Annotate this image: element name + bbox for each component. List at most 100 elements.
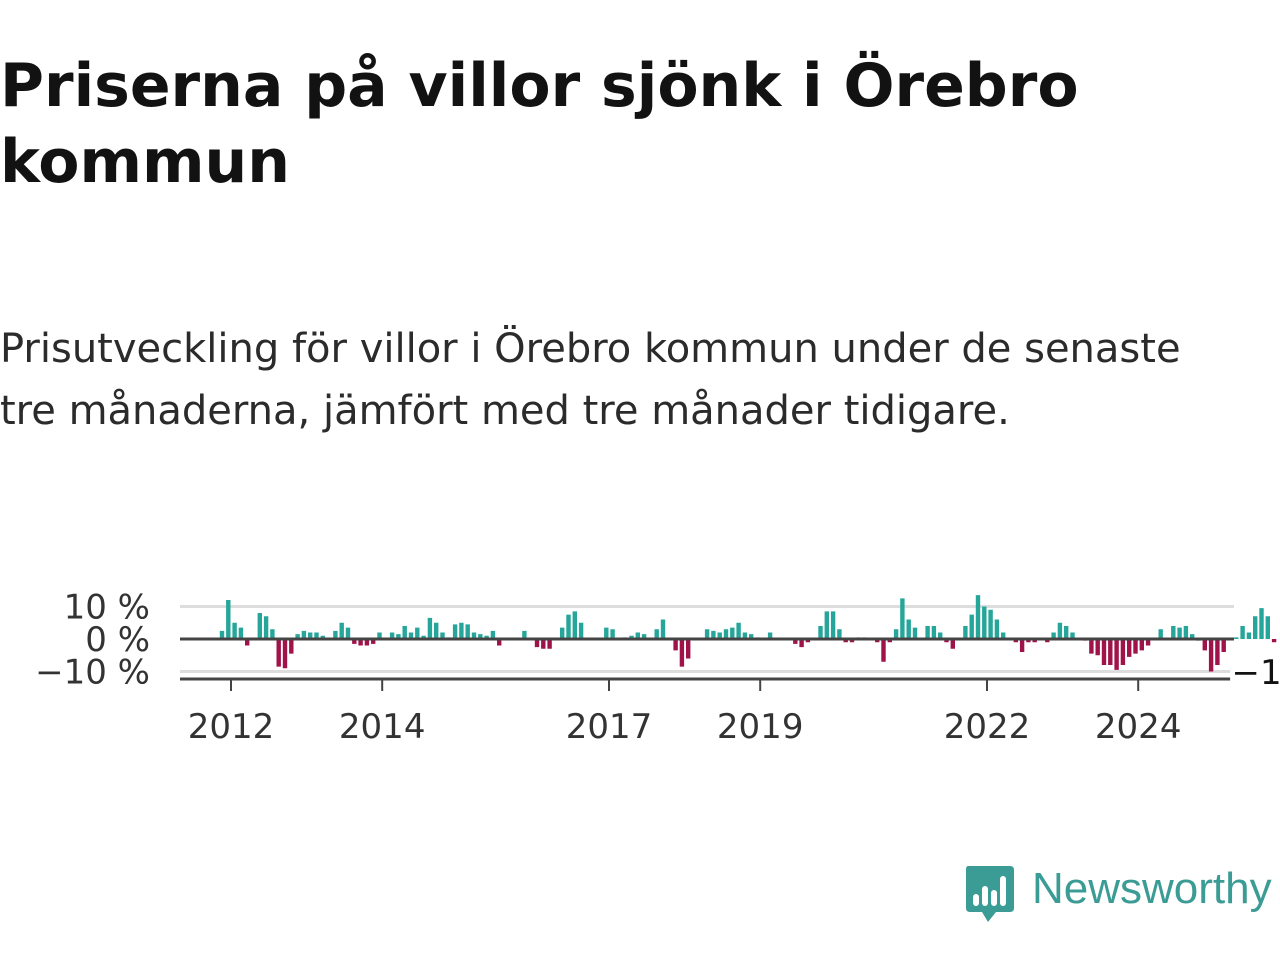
bar	[333, 630, 338, 640]
bar	[560, 627, 565, 640]
bar	[1221, 639, 1226, 652]
bar	[522, 630, 527, 640]
bar	[1013, 639, 1018, 643]
bar	[534, 639, 540, 648]
bar	[736, 622, 741, 639]
bar	[1089, 639, 1094, 654]
bar	[1051, 632, 1056, 639]
bar	[1177, 627, 1182, 640]
bar	[270, 629, 275, 639]
bar	[988, 609, 993, 639]
x-tick-label: 2012	[188, 707, 275, 747]
bar	[282, 639, 288, 669]
x-tick-label: 2017	[566, 707, 653, 747]
bar	[345, 627, 351, 640]
bar	[673, 639, 678, 651]
bar	[572, 611, 577, 640]
bar	[1001, 632, 1006, 639]
bar	[478, 634, 483, 640]
bar	[969, 614, 974, 640]
bar	[805, 639, 811, 643]
bar	[887, 639, 892, 643]
bar	[1246, 632, 1252, 639]
bar	[610, 629, 615, 639]
bar	[452, 624, 458, 640]
bar	[629, 635, 634, 639]
newsworthy-logo-text: Newsworthy	[1032, 864, 1272, 913]
x-tick-label: 2014	[339, 707, 426, 747]
bar	[944, 639, 949, 643]
bar	[415, 627, 420, 640]
newsworthy-logo-icon	[966, 866, 1014, 922]
bar	[219, 630, 225, 640]
bar	[389, 632, 395, 639]
bar	[314, 632, 319, 639]
bar	[1240, 626, 1245, 639]
bar	[566, 614, 571, 640]
bar	[320, 635, 325, 639]
bar	[541, 639, 546, 649]
bar	[459, 622, 464, 639]
bar	[994, 619, 1000, 639]
bar	[704, 629, 710, 639]
bar	[938, 632, 943, 639]
y-tick-label: −10 %	[35, 653, 150, 693]
bar	[1108, 639, 1113, 665]
bar	[1215, 639, 1220, 665]
bar	[875, 639, 880, 643]
bar	[465, 624, 470, 640]
bar	[641, 634, 647, 640]
bar	[1019, 639, 1025, 652]
bar	[339, 622, 344, 639]
bar	[358, 639, 363, 646]
bar	[1057, 622, 1063, 639]
bar	[377, 632, 382, 639]
bar	[402, 626, 407, 639]
last-value-label: −1 %	[1231, 653, 1280, 693]
bar	[849, 639, 855, 643]
bar	[232, 622, 237, 639]
bar	[497, 639, 502, 646]
bar	[635, 632, 640, 639]
bar	[931, 626, 937, 639]
bar	[238, 627, 244, 640]
bar	[1190, 634, 1195, 640]
bar	[490, 630, 496, 640]
bar	[1202, 639, 1207, 651]
bar	[1139, 639, 1144, 651]
bar	[1265, 616, 1270, 639]
bar	[396, 634, 401, 640]
x-tick-label: 2024	[1095, 707, 1182, 747]
bar	[767, 632, 773, 639]
bar	[717, 632, 722, 639]
x-tick-label: 2022	[944, 707, 1031, 747]
bar	[654, 629, 659, 639]
bar	[1070, 632, 1075, 639]
bar	[421, 635, 426, 639]
y-tick-label: 0 %	[85, 620, 150, 660]
bar	[912, 627, 918, 640]
bar	[799, 639, 804, 648]
bar	[679, 639, 685, 667]
bar	[711, 630, 716, 640]
bar	[830, 611, 836, 640]
bar	[1133, 639, 1138, 654]
bar	[893, 629, 899, 639]
bar	[906, 619, 911, 639]
bar	[730, 627, 735, 640]
bar	[950, 639, 955, 649]
chart-subtitle: Prisutveckling för villor i Örebro kommu…	[0, 326, 1181, 434]
newsworthy-logo: Newsworthy	[964, 864, 1280, 928]
bar	[440, 632, 445, 639]
bar	[1208, 639, 1214, 672]
bar	[975, 595, 981, 640]
bar	[1045, 639, 1050, 643]
bar	[1158, 629, 1163, 639]
bar	[226, 600, 231, 639]
bar	[484, 635, 489, 639]
bar	[1127, 639, 1132, 657]
bar	[547, 639, 552, 649]
bar	[843, 639, 848, 643]
bar	[245, 639, 250, 646]
chart-title: Priserna på villor sjönk i Örebro kommun	[0, 51, 1079, 197]
